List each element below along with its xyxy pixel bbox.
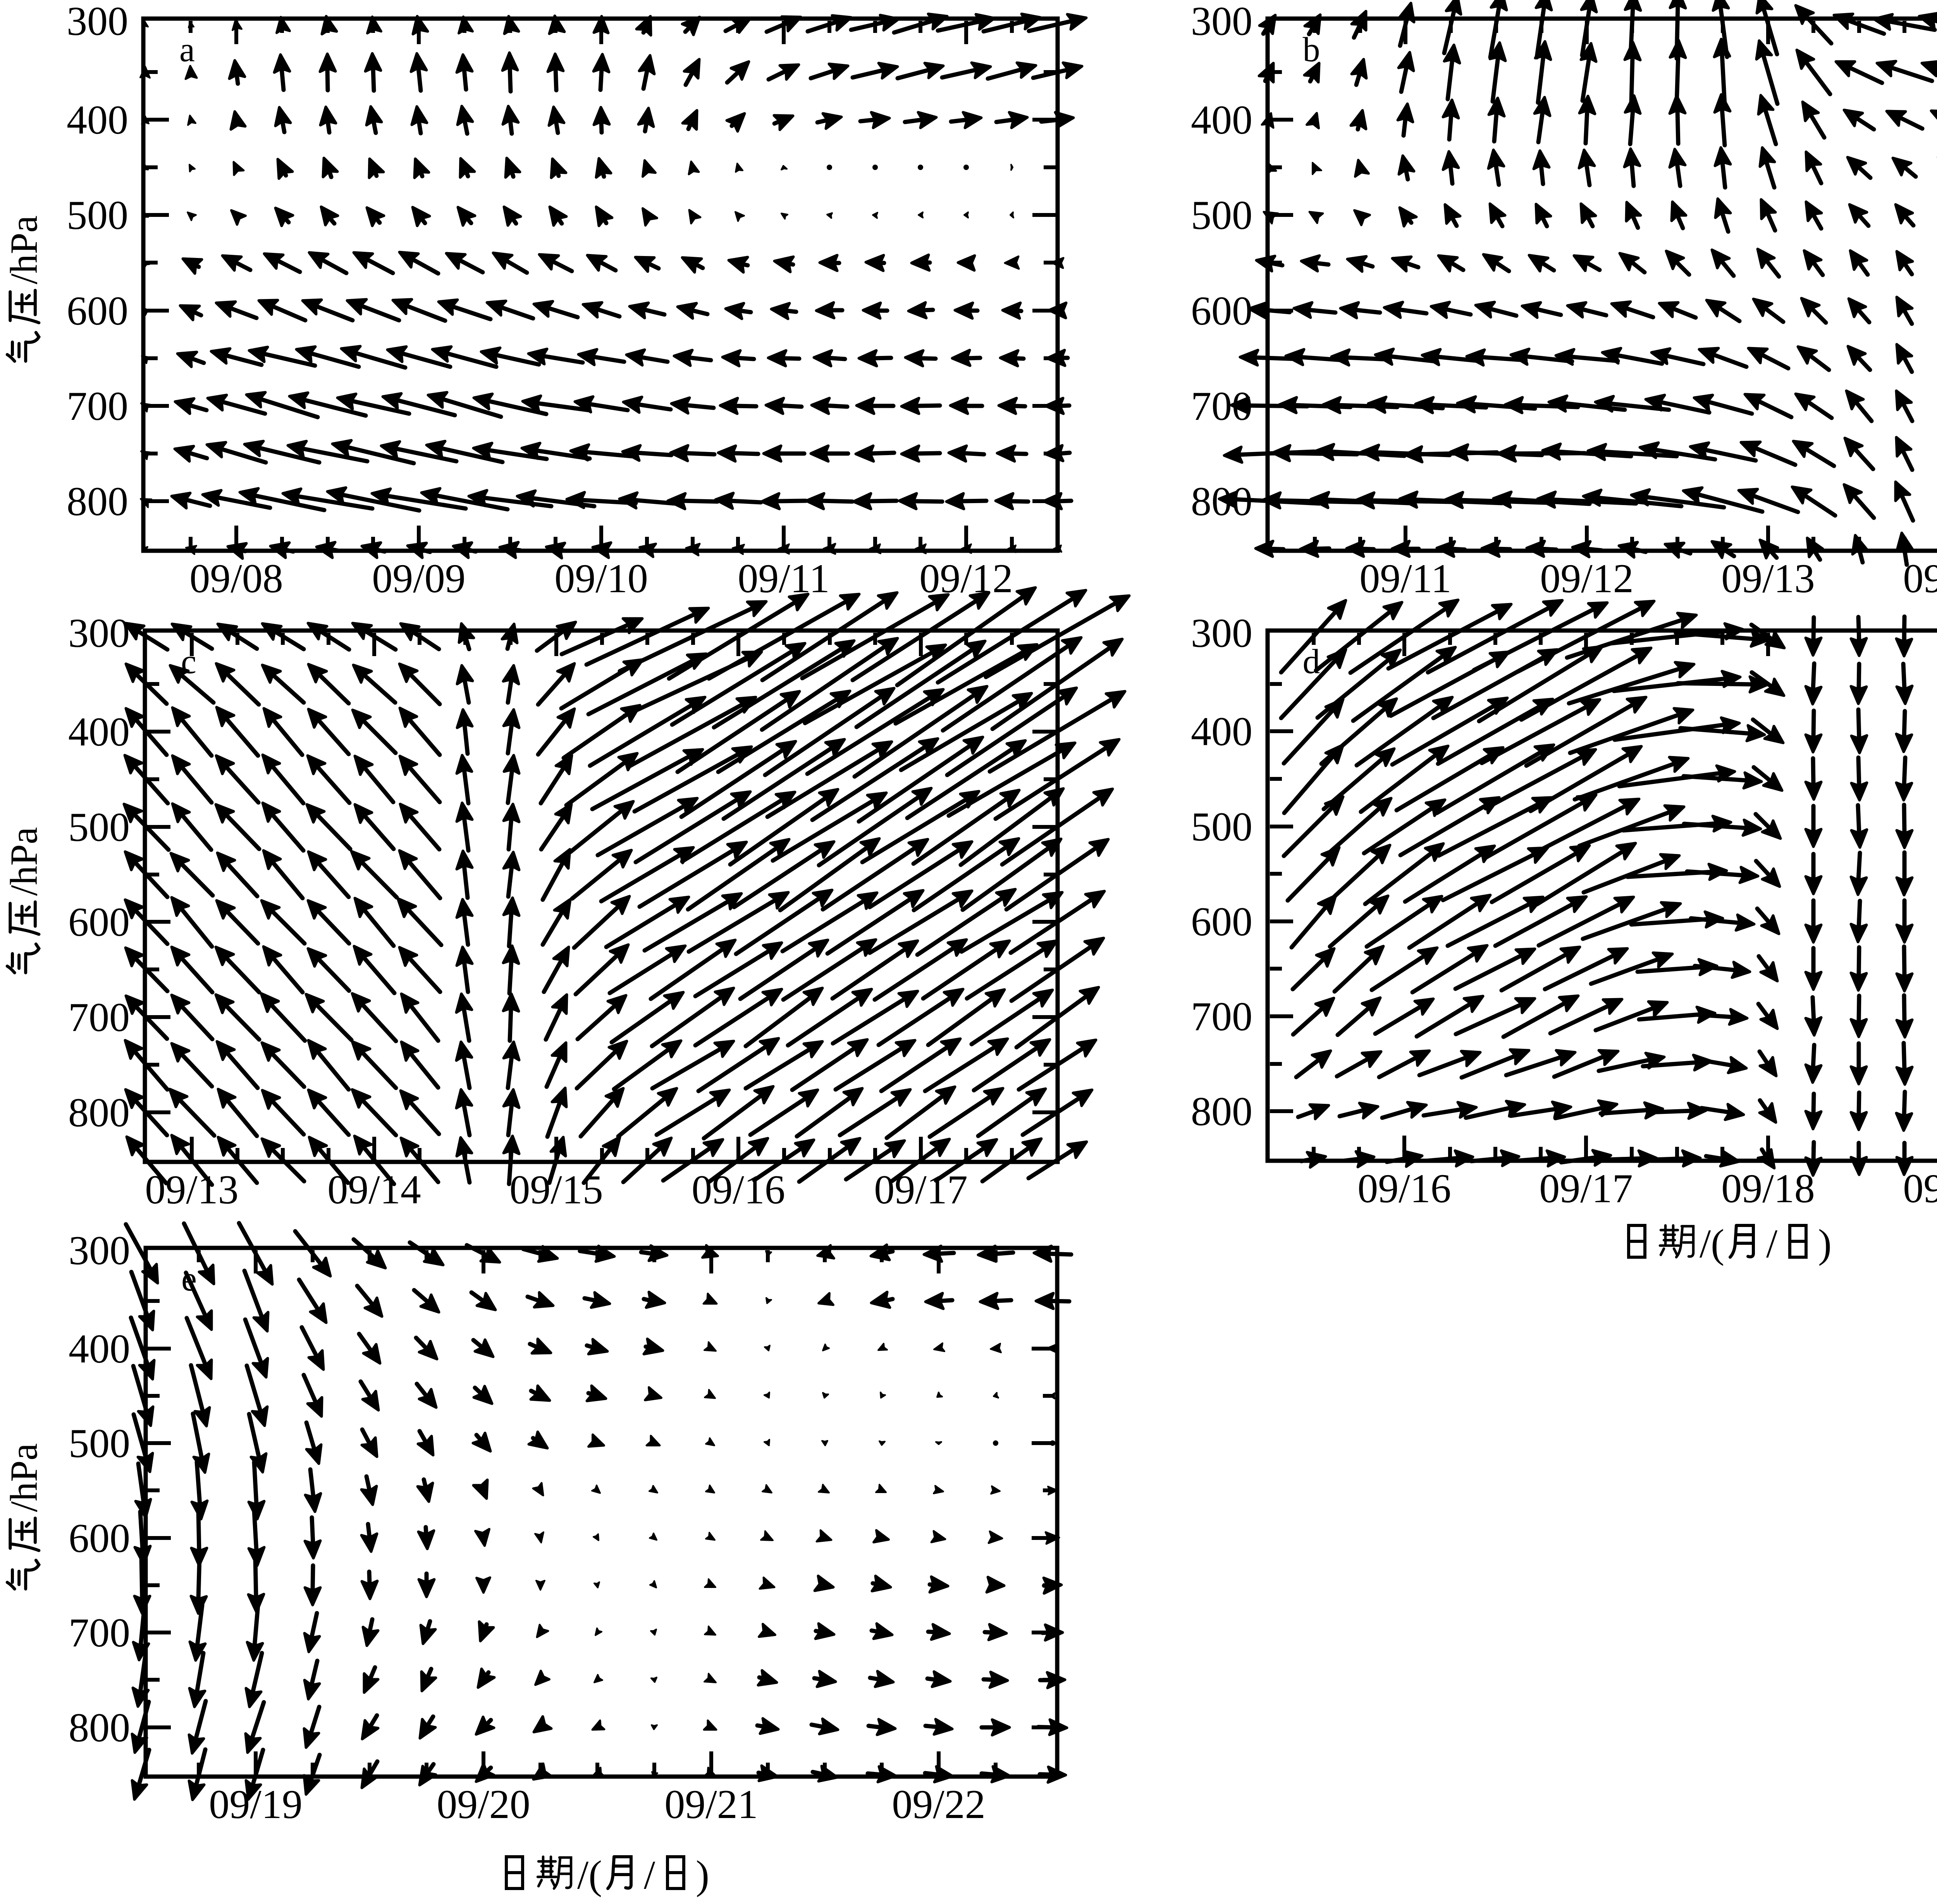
svg-text:500: 500 [69,1421,130,1466]
svg-text:/hPa: /hPa [2,1443,45,1512]
svg-text:09/17: 09/17 [1539,1166,1633,1211]
svg-text:09/18: 09/18 [1721,1166,1815,1211]
svg-text:09/19: 09/19 [209,1782,302,1827]
svg-text:): ) [1818,1221,1832,1266]
svg-text:09/13: 09/13 [1721,556,1815,601]
svg-text:400: 400 [69,1326,130,1371]
svg-text:400: 400 [68,709,130,754]
svg-text:/hPa: /hPa [2,215,45,284]
svg-text:800: 800 [69,1705,130,1750]
svg-text:800: 800 [67,479,128,524]
svg-text:800: 800 [1191,1089,1252,1134]
svg-text:/hPa: /hPa [2,827,45,896]
svg-text:600: 600 [1191,288,1252,333]
svg-text:600: 600 [1191,899,1252,944]
svg-text:09/13: 09/13 [145,1167,238,1212]
svg-text:300: 300 [1191,610,1252,656]
svg-text:09/12: 09/12 [919,556,1013,601]
svg-text:09/10: 09/10 [554,556,648,601]
svg-text:500: 500 [1191,192,1252,238]
svg-text:09/19: 09/19 [1903,1166,1937,1211]
svg-text:09/17: 09/17 [874,1167,967,1212]
svg-text:09/14: 09/14 [327,1167,421,1212]
svg-text:/: / [644,1852,655,1897]
svg-text:500: 500 [1191,804,1252,849]
svg-text:500: 500 [68,804,130,850]
svg-text:400: 400 [67,97,128,143]
svg-text:600: 600 [69,1516,130,1561]
svg-text:400: 400 [1191,97,1252,143]
svg-text:c: c [181,643,196,681]
svg-text:700: 700 [1191,383,1252,429]
svg-text:400: 400 [1191,709,1252,754]
svg-text:800: 800 [68,1090,130,1135]
svg-text:700: 700 [68,995,130,1040]
svg-text:b: b [1303,31,1320,69]
svg-text:600: 600 [68,899,130,945]
svg-text:600: 600 [67,288,128,333]
svg-text:09/16: 09/16 [1357,1166,1451,1211]
svg-text:09/11: 09/11 [1359,556,1452,601]
svg-text:09/14: 09/14 [1903,556,1937,601]
svg-text:09/08: 09/08 [189,556,283,601]
svg-text:700: 700 [69,1610,130,1655]
svg-text:300: 300 [1191,0,1252,44]
svg-text:): ) [696,1852,709,1897]
svg-text:09/21: 09/21 [664,1782,758,1827]
svg-text:a: a [179,31,195,69]
svg-text:d: d [1303,643,1320,681]
svg-text:09/20: 09/20 [437,1782,530,1827]
svg-text:800: 800 [1191,479,1252,524]
svg-text:300: 300 [69,1228,130,1273]
svg-text:500: 500 [67,192,128,238]
svg-text:/(: /( [1700,1221,1724,1266]
svg-text:09/15: 09/15 [509,1167,603,1212]
svg-text:700: 700 [67,383,128,429]
svg-text:09/09: 09/09 [372,556,465,601]
svg-text:09/12: 09/12 [1540,556,1633,601]
svg-text:e: e [181,1260,197,1298]
svg-text:09/11: 09/11 [738,556,830,601]
svg-text:700: 700 [1191,994,1252,1039]
svg-text:/: / [1766,1221,1778,1266]
svg-text:300: 300 [67,0,128,44]
svg-text:09/16: 09/16 [692,1167,785,1212]
svg-text:/(: /( [577,1852,602,1897]
svg-text:09/22: 09/22 [892,1782,985,1827]
svg-text:300: 300 [68,610,130,656]
